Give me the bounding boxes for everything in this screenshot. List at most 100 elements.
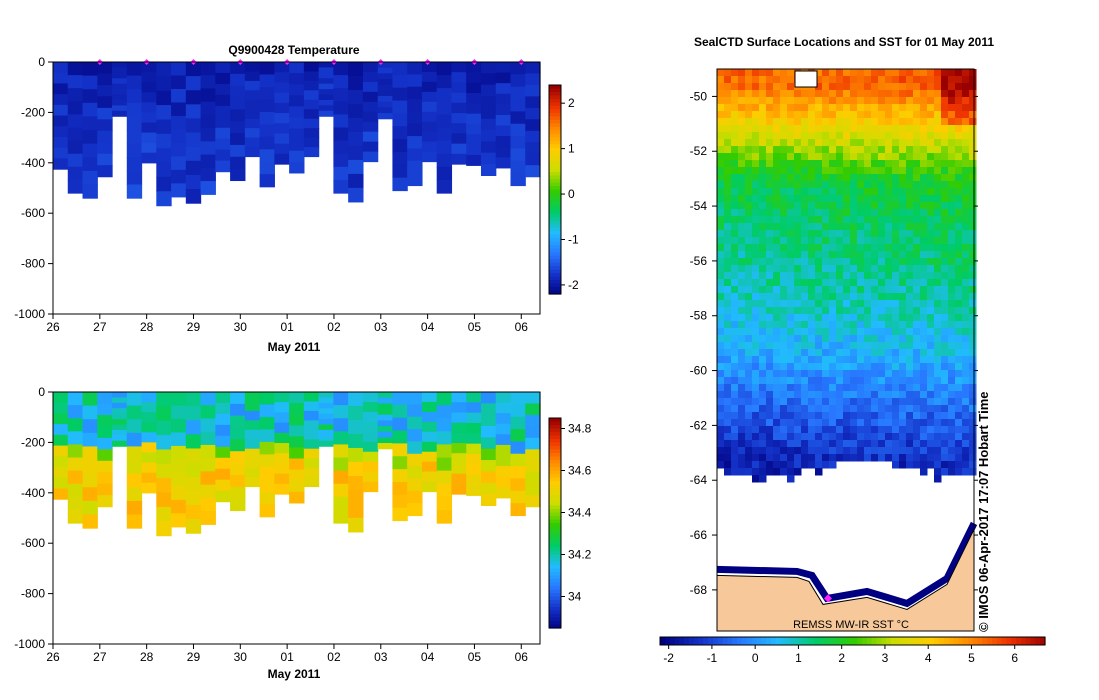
section-cell: [318, 440, 334, 447]
sst-cell: [927, 90, 935, 98]
sst-cell: [920, 279, 928, 287]
section-cell: [200, 167, 216, 182]
section-cell: [171, 418, 187, 434]
colorbar-segment: [549, 463, 561, 468]
sst-cell: [871, 286, 879, 294]
section-cell: [200, 88, 216, 103]
sst-cell: [731, 363, 739, 371]
sst-cell: [948, 167, 956, 175]
sst-cell: [787, 118, 795, 126]
sst-cell: [955, 146, 963, 154]
sst-cell: [780, 223, 788, 231]
sst-cell: [913, 237, 921, 245]
sst-colorbar-segment: [761, 637, 767, 645]
sst-cell: [906, 377, 914, 385]
colorbar-tick-label: 34.2: [568, 548, 592, 562]
sst-cell: [920, 216, 928, 224]
section-cell: [97, 460, 113, 473]
sst-cell: [913, 125, 921, 133]
sst-cell: [962, 286, 970, 294]
sst-cell: [962, 265, 970, 273]
sst-cell: [822, 244, 830, 252]
sst-cell: [738, 104, 746, 112]
section-cell: [274, 432, 290, 444]
sst-cell: [717, 405, 725, 413]
section-cell: [82, 170, 98, 186]
sst-cell: [724, 223, 732, 231]
sst-cell: [864, 419, 872, 427]
sst-cell: [913, 132, 921, 140]
sst-cell: [948, 328, 956, 336]
sst-cell: [829, 76, 837, 84]
section-cell: [200, 141, 216, 156]
sst-cell: [941, 391, 949, 399]
sst-cell: [794, 139, 802, 147]
section-cell: [215, 402, 231, 415]
colorbar-segment: [549, 130, 561, 135]
sst-cell: [962, 391, 970, 399]
lat-tick-label: -52: [690, 144, 708, 158]
sst-cell: [948, 363, 956, 371]
sst-cell: [843, 97, 851, 105]
sst-cell: [752, 391, 760, 399]
sst-cell: [773, 244, 781, 252]
sst-cell: [885, 146, 893, 154]
sst-cell: [752, 321, 760, 329]
sst-cell: [731, 335, 739, 343]
sst-cell: [843, 377, 851, 385]
sst-cell: [906, 125, 914, 133]
sst-cell: [731, 83, 739, 91]
sst-cell: [941, 342, 949, 350]
sst-cell: [857, 426, 865, 434]
sst-cell: [745, 195, 753, 203]
sst-cell: [815, 118, 823, 126]
sst-cell: [759, 426, 767, 434]
section-cell: [289, 414, 305, 426]
section-cell: [259, 99, 275, 113]
sst-cell: [864, 377, 872, 385]
colorbar-segment: [549, 596, 561, 601]
sst-cell: [941, 125, 949, 133]
sst-cell: [766, 69, 774, 77]
sst-cell: [871, 454, 879, 462]
section-cell: [303, 109, 320, 120]
section-cell: [230, 427, 246, 440]
section-cell: [436, 457, 453, 472]
section-cell: [466, 82, 482, 94]
colorbar-segment: [549, 558, 561, 563]
sst-cell: [843, 349, 851, 357]
sst-cell: [913, 321, 921, 329]
sst-cell: [892, 244, 900, 252]
sst-cell: [927, 139, 935, 147]
section-cell: [141, 412, 157, 423]
sst-cell: [808, 300, 816, 308]
sst-cell: [801, 153, 809, 161]
section-cell: [495, 423, 512, 435]
sst-cell: [941, 153, 949, 161]
sst-cell: [822, 251, 830, 259]
sst-cell: [766, 398, 774, 406]
sst-cell: [892, 132, 900, 140]
section-cell: [171, 88, 187, 104]
sst-cell: [934, 272, 942, 280]
sst-cell: [731, 356, 739, 364]
section-cell: [480, 141, 497, 154]
sst-cell: [752, 195, 760, 203]
sst-cell: [843, 363, 851, 371]
sst-cell: [801, 146, 809, 154]
sst-cell: [962, 272, 970, 280]
sst-cell: [745, 328, 753, 336]
sst-cell: [752, 384, 760, 392]
sst-cell: [773, 146, 781, 154]
section-cell: [495, 125, 512, 137]
sst-cell: [794, 132, 802, 140]
sst-cell: [787, 216, 795, 224]
sst-cell: [759, 391, 767, 399]
sst-cell: [871, 181, 879, 189]
sst-cell: [822, 433, 830, 441]
coastal-ice-band: [716, 521, 978, 608]
sst-cell: [731, 426, 739, 434]
section-cell: [421, 421, 438, 433]
sst-cell: [843, 230, 851, 238]
section-cell: [289, 469, 305, 482]
